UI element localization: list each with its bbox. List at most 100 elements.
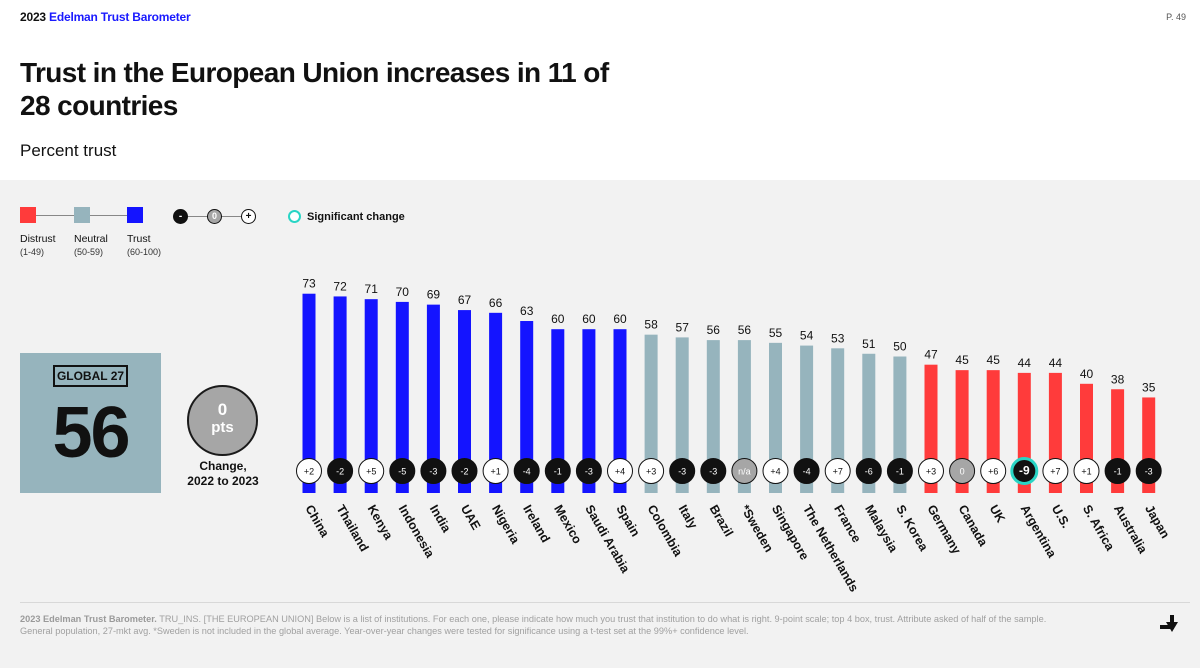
bar-value-label: 60 — [551, 312, 565, 326]
change-circle — [855, 458, 882, 484]
bar-value-label: 69 — [427, 288, 441, 302]
bar-value-label: 70 — [396, 285, 410, 299]
category-label: China — [302, 503, 332, 541]
page-subtitle: Percent trust — [20, 141, 117, 160]
legend-plus-icon: + — [241, 209, 256, 224]
arrow-down-right-icon[interactable] — [1157, 612, 1183, 638]
change-label: -5 — [398, 467, 406, 477]
bar — [302, 293, 316, 493]
category-label: Brazil — [707, 503, 736, 539]
bar — [520, 321, 534, 493]
bar-value-label: 35 — [1142, 380, 1156, 394]
bar-value-label: 56 — [707, 323, 721, 337]
change-circle — [886, 458, 913, 484]
change-label: -1 — [1114, 467, 1122, 477]
bar-value-label: 51 — [862, 337, 876, 351]
legend-distrust-label: Distrust — [20, 233, 56, 245]
change-label: -2 — [336, 467, 344, 477]
brand-logo: 2023 Edelman Trust Barometer — [20, 10, 191, 24]
bar-value-label: 60 — [613, 312, 627, 326]
slide-header: 2023 Edelman Trust Barometer P. 49 Trust… — [0, 0, 1200, 180]
global-label: GLOBAL 27 — [53, 365, 128, 387]
change-circle — [1042, 458, 1069, 484]
bar-value-label: 73 — [302, 277, 316, 291]
change-circle — [1073, 458, 1100, 484]
change-label: -3 — [585, 467, 593, 477]
change-circle — [762, 458, 789, 484]
legend-zero-icon: 0 — [207, 209, 222, 224]
change-circle — [1104, 458, 1131, 484]
bar-value-label: 44 — [1049, 356, 1063, 370]
global-change-unit: pts — [211, 419, 234, 436]
footnote-source: 2023 Edelman Trust Barometer. — [20, 614, 157, 624]
change-circle — [389, 458, 416, 484]
bar-value-label: 44 — [1018, 356, 1032, 370]
footnote: 2023 Edelman Trust Barometer. TRU_INS. [… — [20, 613, 1060, 637]
change-circle — [327, 458, 354, 484]
change-label-line1: Change, — [199, 459, 247, 473]
bar — [737, 340, 751, 493]
bar — [333, 296, 347, 493]
change-label: +7 — [833, 467, 843, 477]
category-label: Nigeria — [489, 503, 523, 548]
page-title: Trust in the European Union increases in… — [20, 57, 609, 121]
bar-value-label: 67 — [458, 293, 472, 307]
category-label: Japan — [1142, 503, 1172, 541]
category-label: Italy — [676, 503, 701, 532]
bar-value-label: 60 — [582, 312, 596, 326]
change-circle — [1010, 457, 1039, 485]
change-label: +6 — [988, 467, 998, 477]
legend-neutral-label: Neutral — [74, 233, 108, 245]
bar — [675, 337, 689, 493]
category-label: Ireland — [520, 503, 553, 546]
bar — [426, 304, 440, 493]
category-label: Mexico — [551, 503, 584, 547]
bar — [800, 345, 814, 493]
bar-value-label: 53 — [831, 331, 845, 345]
bar-value-label: 38 — [1111, 372, 1125, 386]
change-circle — [607, 458, 633, 484]
bar-value-label: 71 — [365, 282, 379, 296]
change-label: +3 — [646, 467, 656, 477]
bar-value-label: 63 — [520, 304, 534, 318]
bar — [613, 329, 627, 493]
bar-value-label: 58 — [644, 318, 658, 332]
bar — [395, 301, 409, 493]
bar-value-label: 47 — [924, 348, 938, 362]
change-circle — [980, 458, 1007, 484]
change-circle — [451, 458, 478, 484]
change-label: -4 — [523, 467, 531, 477]
legend-distrust: Distrust (1-49) — [20, 233, 56, 259]
change-label: +1 — [490, 467, 500, 477]
change-label: -1 — [554, 467, 562, 477]
bar — [582, 329, 596, 493]
change-label: -2 — [460, 467, 468, 477]
change-label: +2 — [304, 467, 314, 477]
global-average-box: GLOBAL 27 56 — [20, 353, 161, 493]
change-label: +7 — [1050, 467, 1060, 477]
category-label: UK — [987, 503, 1008, 526]
change-circle — [824, 458, 851, 484]
category-label: Spain — [613, 503, 642, 539]
bar-value-label: 45 — [955, 353, 969, 367]
change-label: +3 — [926, 467, 936, 477]
category-label: India — [427, 503, 454, 536]
legend-trust: Trust (60-100) — [127, 233, 161, 259]
change-label: -3 — [1145, 467, 1153, 477]
bar-value-label: 54 — [800, 329, 814, 343]
change-label: n/a — [738, 467, 751, 477]
change-circle — [1135, 458, 1162, 484]
bar-value-label: 55 — [769, 326, 783, 340]
change-label: -3 — [709, 467, 717, 477]
bar-value-label: 50 — [893, 340, 907, 354]
bar-value-label: 40 — [1080, 367, 1094, 381]
bar — [489, 312, 503, 493]
category-label: U.S. — [1049, 503, 1073, 531]
change-label: -6 — [865, 467, 873, 477]
legend-neutral-range: (50-59) — [74, 247, 104, 257]
change-circle — [358, 458, 385, 484]
legend-distrust-range: (1-49) — [20, 247, 45, 257]
page-number: P. 49 — [1166, 12, 1186, 22]
change-circle — [296, 458, 322, 484]
legend-neutral-swatch — [74, 207, 90, 223]
